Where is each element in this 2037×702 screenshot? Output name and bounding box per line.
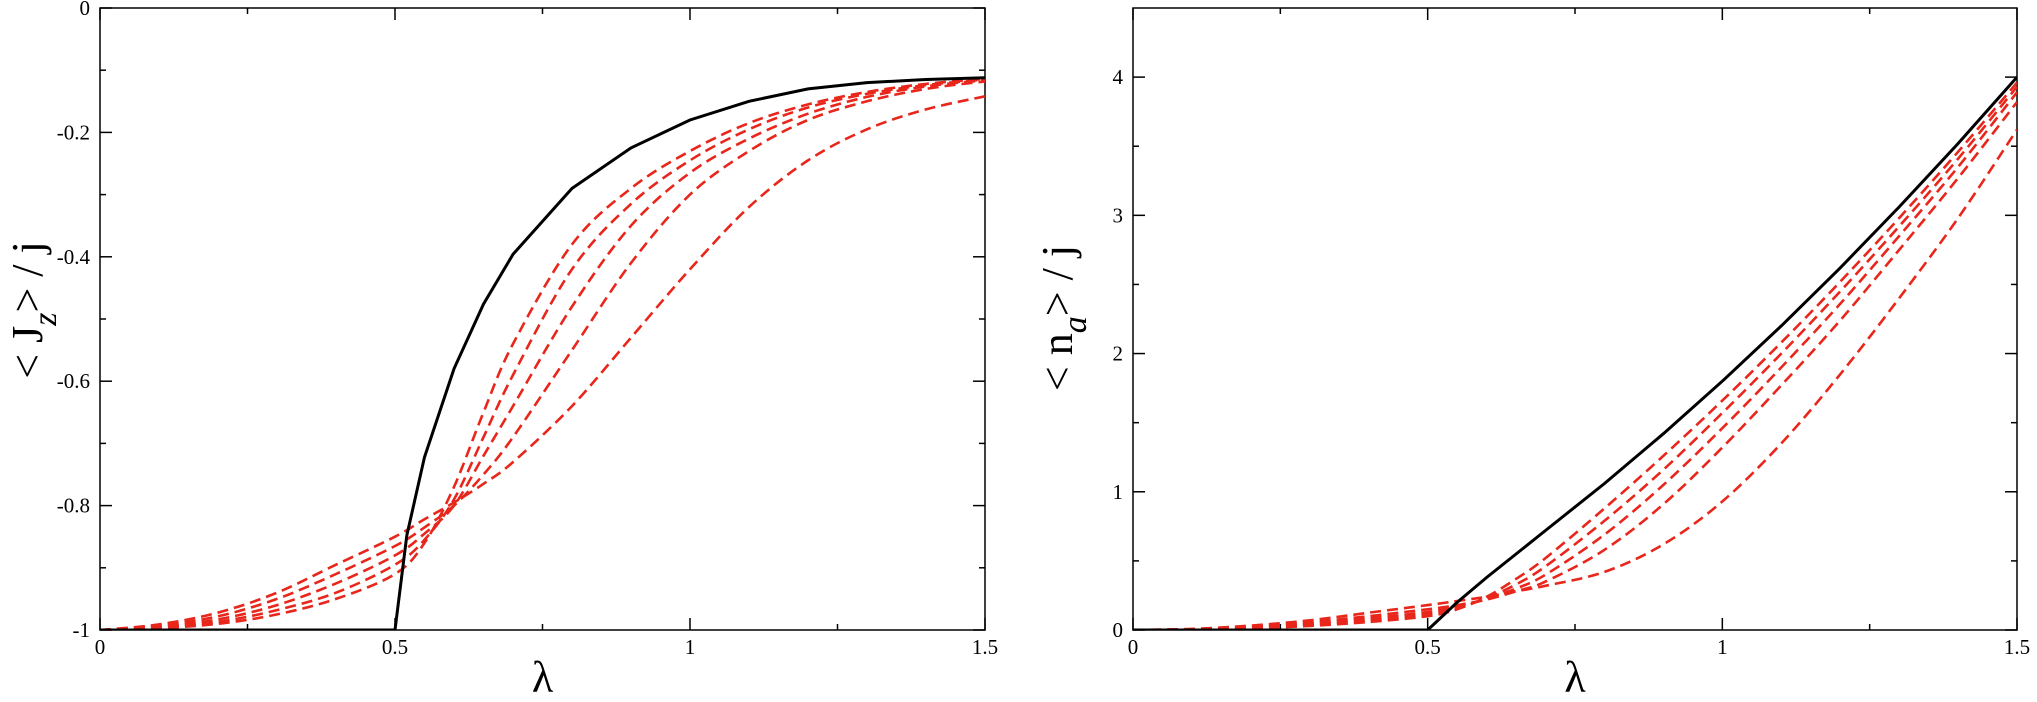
dashed-series-line-5 bbox=[100, 95, 985, 630]
series-group bbox=[1133, 76, 2017, 630]
y-axis-label-close: > bbox=[3, 288, 52, 313]
x-tick-label: 0.5 bbox=[382, 635, 408, 659]
y-tick-label: -1 bbox=[73, 618, 91, 642]
y-axis-label: < na> / j bbox=[1033, 245, 1094, 391]
y-tick-label: 0 bbox=[1113, 618, 1124, 642]
dashed-series-line-4 bbox=[100, 80, 985, 630]
solid-series-line-0 bbox=[100, 76, 985, 630]
y-tick-label: -0.4 bbox=[57, 245, 91, 269]
x-tick-label: 0.5 bbox=[1415, 635, 1441, 659]
y-tick-label: -0.2 bbox=[57, 120, 90, 144]
y-axis-label-sub: a bbox=[1057, 316, 1094, 333]
x-axis-label: λ bbox=[1564, 653, 1586, 702]
chart-panel-1: 0 0.5 1 1.5 -1 -0.8 -0.6 -0.4 -0.2 0 λ < Jz> / j bbox=[3, 0, 998, 702]
y-axis-label-divider: / bbox=[3, 253, 52, 287]
x-tick-label: 1 bbox=[685, 635, 696, 659]
y-axis-label-open: < bbox=[3, 343, 52, 379]
y-axis-label-main: J bbox=[3, 326, 52, 343]
y-axis-label-tail: j bbox=[3, 241, 52, 255]
y-tick-label: 1 bbox=[1113, 480, 1124, 504]
y-axis-label: < Jz> / j bbox=[3, 241, 64, 378]
solid-series-line-0 bbox=[1133, 76, 2017, 630]
x-axis-label: λ bbox=[532, 653, 554, 702]
y-axis-label-divider: / bbox=[1033, 257, 1082, 291]
x-tick-label: 0 bbox=[95, 635, 106, 659]
x-tick-label: 0 bbox=[1128, 635, 1139, 659]
y-tick-label: 2 bbox=[1113, 342, 1124, 366]
y-tick-label: 0 bbox=[80, 0, 91, 20]
y-axis-label-main: n bbox=[1033, 333, 1082, 355]
dashed-series-line-2 bbox=[100, 78, 985, 630]
dashed-series-line-3 bbox=[100, 78, 985, 630]
y-axis-label-tail: j bbox=[1033, 245, 1082, 259]
y-tick-label: 3 bbox=[1113, 203, 1124, 227]
chart-panel-2: 0 0.5 1 1.5 0 1 2 3 4 λ < na> / j bbox=[1033, 7, 2030, 702]
dashed-series-line-2 bbox=[1133, 85, 2017, 630]
x-tick-label: 1.5 bbox=[2004, 635, 2030, 659]
y-axis-label-close: > bbox=[1033, 291, 1082, 316]
x-tick-label: 1.5 bbox=[972, 635, 998, 659]
dashed-series-line-1 bbox=[100, 77, 985, 630]
series-group bbox=[100, 76, 985, 630]
dashed-series-line-4 bbox=[1133, 101, 2017, 630]
x-tick-label: 1 bbox=[1717, 635, 1728, 659]
y-axis-label-sub: z bbox=[27, 313, 64, 327]
dashed-series-line-1 bbox=[1133, 81, 2017, 630]
y-tick-label: -0.6 bbox=[57, 369, 90, 393]
y-tick-label: 4 bbox=[1113, 65, 1124, 89]
y-tick-label: -0.8 bbox=[57, 494, 90, 518]
dashed-series-line-5 bbox=[1133, 128, 2017, 630]
dashed-series-line-3 bbox=[1133, 91, 2017, 630]
y-axis-label-open: < bbox=[1033, 355, 1082, 391]
